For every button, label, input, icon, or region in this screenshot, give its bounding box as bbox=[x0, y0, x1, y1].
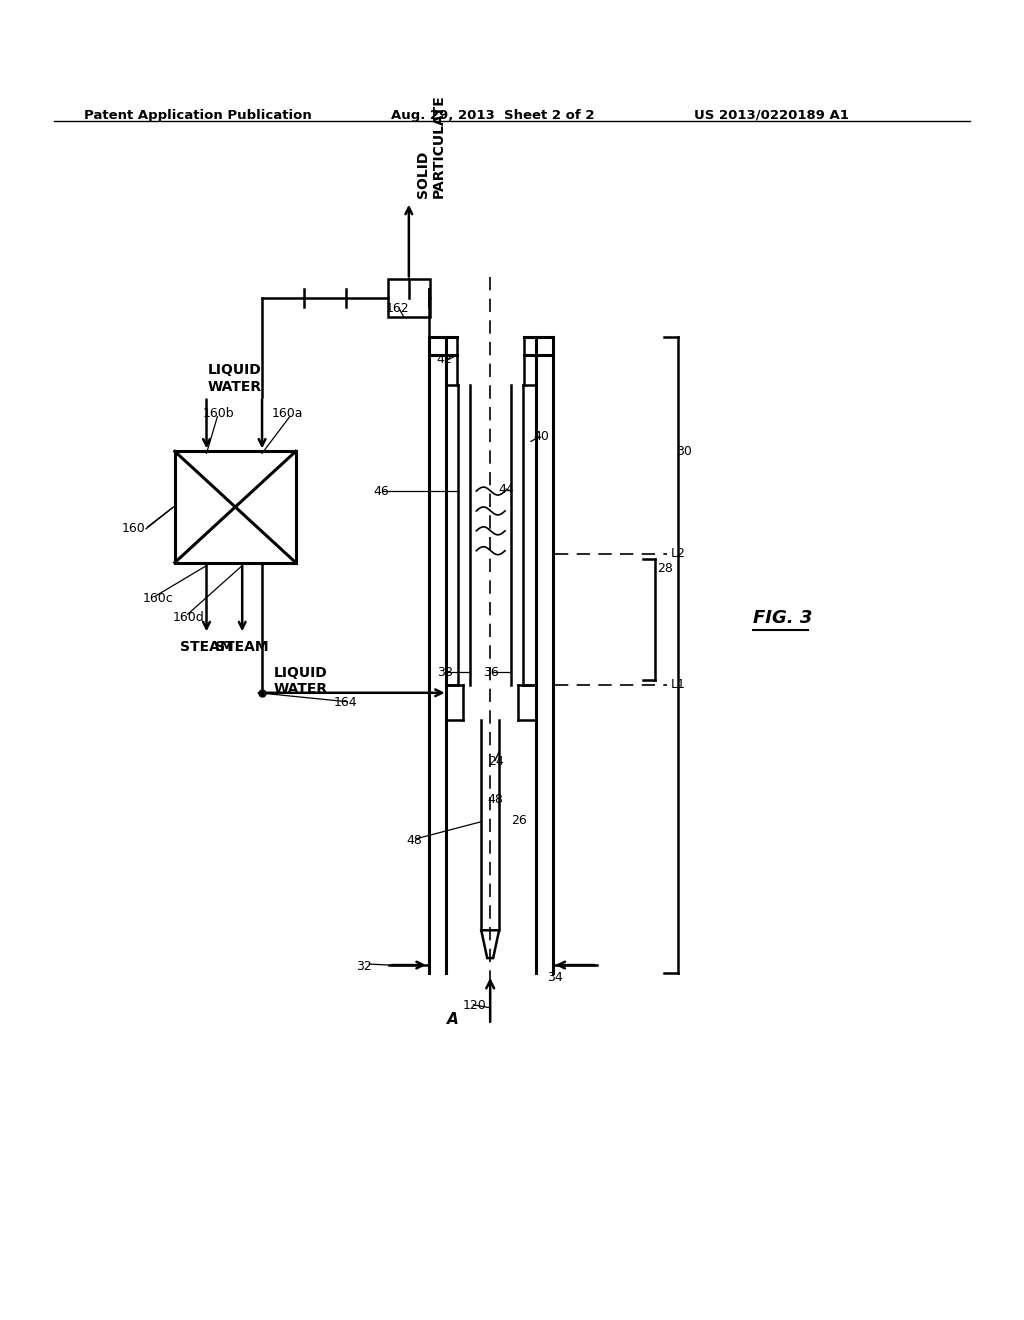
Text: 160: 160 bbox=[121, 523, 145, 536]
Text: A: A bbox=[446, 1012, 459, 1027]
Text: 48: 48 bbox=[407, 834, 423, 847]
Text: 48: 48 bbox=[487, 792, 503, 805]
Text: 28: 28 bbox=[656, 562, 673, 576]
Text: Patent Application Publication: Patent Application Publication bbox=[84, 108, 311, 121]
Bar bbox=[175, 451, 296, 562]
Text: 32: 32 bbox=[356, 960, 372, 973]
Text: L2: L2 bbox=[671, 548, 686, 560]
Text: 26: 26 bbox=[511, 814, 526, 828]
Text: 38: 38 bbox=[436, 667, 453, 680]
Text: STEAM: STEAM bbox=[179, 640, 233, 655]
Text: L1: L1 bbox=[671, 678, 686, 692]
Text: 44: 44 bbox=[498, 483, 514, 495]
Text: 36: 36 bbox=[483, 667, 499, 680]
Text: 30: 30 bbox=[676, 445, 691, 458]
Text: 120: 120 bbox=[463, 999, 486, 1012]
Polygon shape bbox=[481, 931, 499, 958]
Text: FIG. 3: FIG. 3 bbox=[753, 610, 812, 627]
Text: US 2013/0220189 A1: US 2013/0220189 A1 bbox=[693, 108, 849, 121]
Text: 160a: 160a bbox=[272, 407, 303, 420]
Text: 164: 164 bbox=[334, 696, 357, 709]
Text: 42: 42 bbox=[436, 354, 453, 367]
Text: 34: 34 bbox=[547, 972, 562, 985]
Text: Aug. 29, 2013  Sheet 2 of 2: Aug. 29, 2013 Sheet 2 of 2 bbox=[391, 108, 595, 121]
Text: SOLID
PARTICULATE: SOLID PARTICULATE bbox=[416, 94, 446, 198]
Text: LIQUID
WATER: LIQUID WATER bbox=[207, 363, 261, 393]
Text: 24: 24 bbox=[488, 755, 504, 768]
Text: 162: 162 bbox=[386, 302, 410, 314]
Text: 160c: 160c bbox=[143, 591, 174, 605]
Text: 160d: 160d bbox=[173, 611, 205, 624]
Text: 46: 46 bbox=[373, 484, 389, 498]
Text: STEAM: STEAM bbox=[215, 640, 269, 655]
Text: 160b: 160b bbox=[203, 407, 234, 420]
Text: 40: 40 bbox=[534, 430, 550, 444]
Text: LIQUID
WATER: LIQUID WATER bbox=[274, 665, 328, 696]
Bar bbox=[388, 280, 430, 317]
